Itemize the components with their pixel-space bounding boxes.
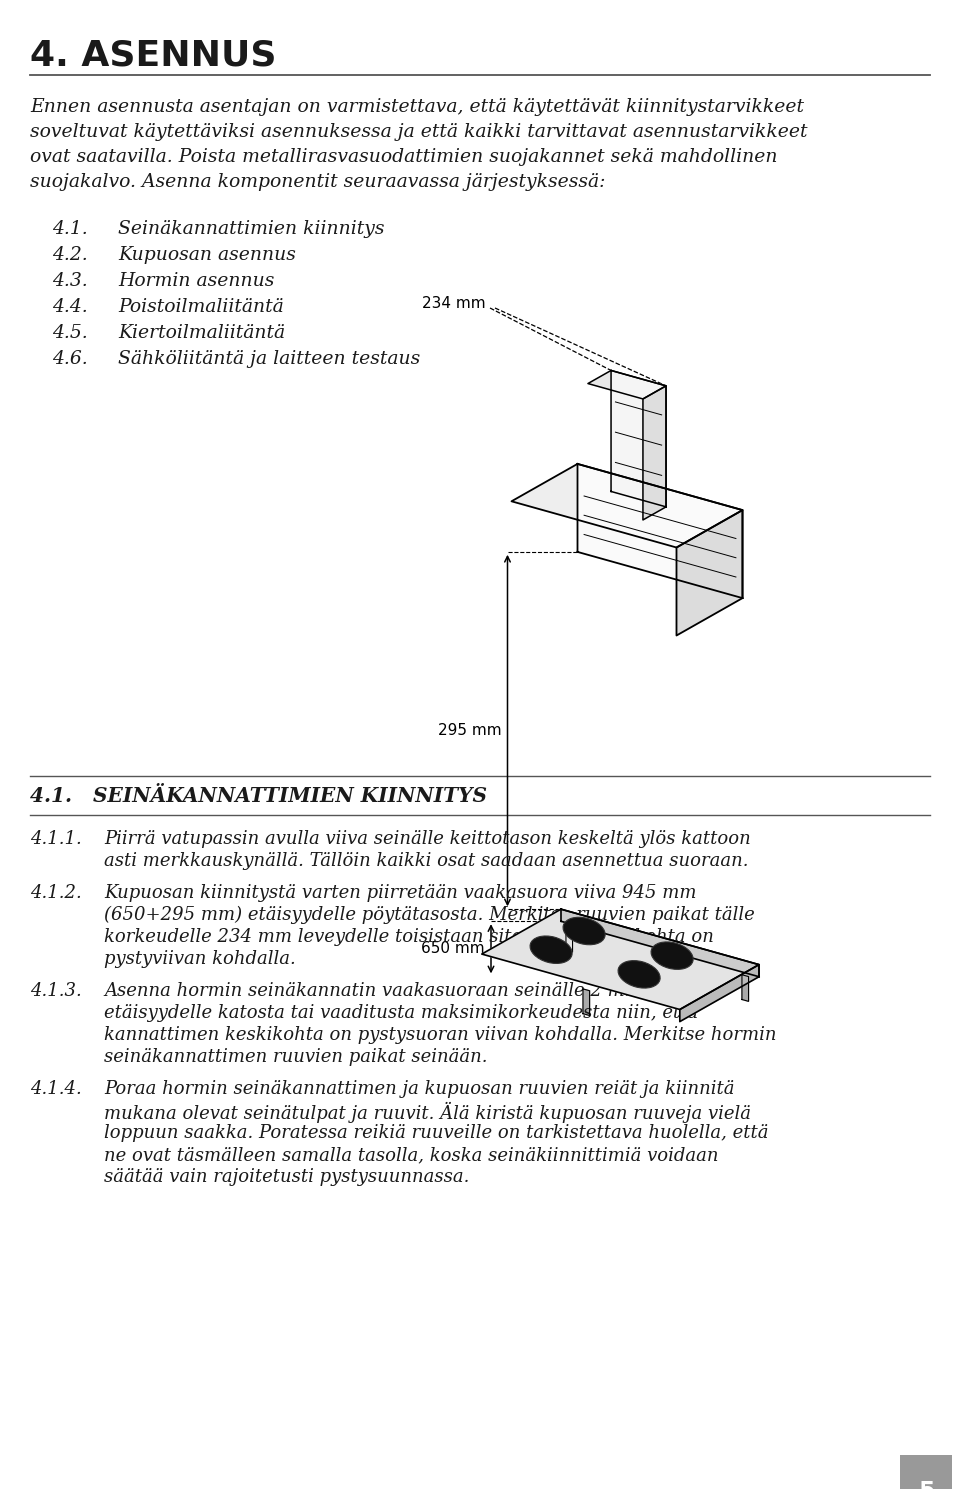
Text: 4.1.: 4.1. bbox=[52, 220, 87, 238]
Polygon shape bbox=[588, 370, 666, 398]
Text: asti merkkauskynällä. Tällöin kaikki osat saadaan asennettua suoraan.: asti merkkauskynällä. Tällöin kaikki osa… bbox=[104, 852, 749, 870]
Text: 295 mm: 295 mm bbox=[438, 723, 501, 738]
Ellipse shape bbox=[618, 961, 660, 988]
Text: 4.1.3.: 4.1.3. bbox=[30, 982, 82, 1000]
Text: Asenna hormin seinäkannatin vaakasuoraan seinälle 2 mm: Asenna hormin seinäkannatin vaakasuoraan… bbox=[104, 982, 642, 1000]
Polygon shape bbox=[680, 964, 759, 1021]
Polygon shape bbox=[742, 975, 749, 1001]
Text: Hormin asennus: Hormin asennus bbox=[118, 272, 275, 290]
Polygon shape bbox=[561, 909, 759, 976]
Text: säätää vain rajoitetusti pystysuunnassa.: säätää vain rajoitetusti pystysuunnassa. bbox=[104, 1168, 469, 1186]
Text: pystyviivan kohdalla.: pystyviivan kohdalla. bbox=[104, 951, 296, 969]
Text: ovat saatavilla. Poista metallirasvasuodattimien suojakannet sekä mahdollinen: ovat saatavilla. Poista metallirasvasuod… bbox=[30, 148, 778, 166]
Text: 4.1.2.: 4.1.2. bbox=[30, 885, 82, 903]
Text: (650+295 mm) etäisyydelle pöytätasosta. Merkitse ruuvien paikat tälle: (650+295 mm) etäisyydelle pöytätasosta. … bbox=[104, 906, 755, 924]
Text: Sähköliitäntä ja laitteen testaus: Sähköliitäntä ja laitteen testaus bbox=[118, 350, 420, 368]
Polygon shape bbox=[578, 464, 742, 599]
Ellipse shape bbox=[530, 936, 572, 964]
Polygon shape bbox=[512, 464, 742, 548]
Text: ne ovat täsmälleen samalla tasolla, koska seinäkiinnittimiä voidaan: ne ovat täsmälleen samalla tasolla, kosk… bbox=[104, 1147, 718, 1165]
Text: 650 mm: 650 mm bbox=[421, 942, 485, 957]
Polygon shape bbox=[583, 990, 589, 1015]
Text: korkeudelle 234 mm leveydelle toisistaan siten, että keskikohta on: korkeudelle 234 mm leveydelle toisistaan… bbox=[104, 928, 714, 946]
Text: Ennen asennusta asentajan on varmistettava, että käytettävät kiinnitystarvikkeet: Ennen asennusta asentajan on varmistetta… bbox=[30, 97, 804, 115]
Text: kannattimen keskikohta on pystysuoran viivan kohdalla. Merkitse hormin: kannattimen keskikohta on pystysuoran vi… bbox=[104, 1025, 777, 1043]
Text: 4.5.: 4.5. bbox=[52, 323, 87, 341]
Text: Kupuosan kiinnitystä varten piirretään vaakasuora viiva 945 mm: Kupuosan kiinnitystä varten piirretään v… bbox=[104, 885, 697, 903]
Polygon shape bbox=[612, 370, 666, 507]
Text: 5: 5 bbox=[918, 1481, 934, 1497]
Text: soveltuvat käytettäviksi asennuksessa ja että kaikki tarvittavat asennustarvikke: soveltuvat käytettäviksi asennuksessa ja… bbox=[30, 123, 807, 141]
Text: Poraa hormin seinäkannattimen ja kupuosan ruuvien reiät ja kiinnitä: Poraa hormin seinäkannattimen ja kupuosa… bbox=[104, 1079, 734, 1097]
Ellipse shape bbox=[651, 942, 693, 970]
Text: 4.3.: 4.3. bbox=[52, 272, 87, 290]
Text: Kupuosan asennus: Kupuosan asennus bbox=[118, 246, 296, 263]
Text: Poistoilmaliitäntä: Poistoilmaliitäntä bbox=[118, 298, 284, 316]
Text: 4. ASENNUS: 4. ASENNUS bbox=[30, 37, 276, 72]
Polygon shape bbox=[677, 510, 742, 636]
Text: etäisyydelle katosta tai vaaditusta maksimikorkeudesta niin, että: etäisyydelle katosta tai vaaditusta maks… bbox=[104, 1004, 698, 1022]
Text: 4.2.: 4.2. bbox=[52, 246, 87, 263]
Polygon shape bbox=[566, 925, 572, 952]
Text: suojakalvo. Asenna komponentit seuraavassa järjestyksessä:: suojakalvo. Asenna komponentit seuraavas… bbox=[30, 174, 606, 192]
Text: 4.6.: 4.6. bbox=[52, 350, 87, 368]
Text: 4.1.1.: 4.1.1. bbox=[30, 829, 82, 847]
Text: Piirrä vatupassin avulla viiva seinälle keittotason keskeltä ylös kattoon: Piirrä vatupassin avulla viiva seinälle … bbox=[104, 829, 751, 847]
Text: Kiertoilmaliitäntä: Kiertoilmaliitäntä bbox=[118, 323, 285, 341]
Text: 4.1.   SEINÄKANNATTIMIEN KIINNITYS: 4.1. SEINÄKANNATTIMIEN KIINNITYS bbox=[30, 786, 487, 805]
Text: loppuun saakka. Poratessa reikiä ruuveille on tarkistettava huolella, että: loppuun saakka. Poratessa reikiä ruuveil… bbox=[104, 1124, 769, 1142]
Text: 4.4.: 4.4. bbox=[52, 298, 87, 316]
Polygon shape bbox=[482, 909, 759, 1009]
Ellipse shape bbox=[564, 918, 605, 945]
Bar bbox=[900, 1455, 952, 1490]
Text: mukana olevat seinätulpat ja ruuvit. Älä kiristä kupuosan ruuveja vielä: mukana olevat seinätulpat ja ruuvit. Älä… bbox=[104, 1102, 751, 1123]
Text: 234 mm: 234 mm bbox=[422, 296, 486, 311]
Text: 4.1.4.: 4.1.4. bbox=[30, 1079, 82, 1097]
Text: seinäkannattimen ruuvien paikat seinään.: seinäkannattimen ruuvien paikat seinään. bbox=[104, 1048, 488, 1066]
Text: Seinäkannattimien kiinnitys: Seinäkannattimien kiinnitys bbox=[118, 220, 385, 238]
Polygon shape bbox=[643, 386, 666, 519]
